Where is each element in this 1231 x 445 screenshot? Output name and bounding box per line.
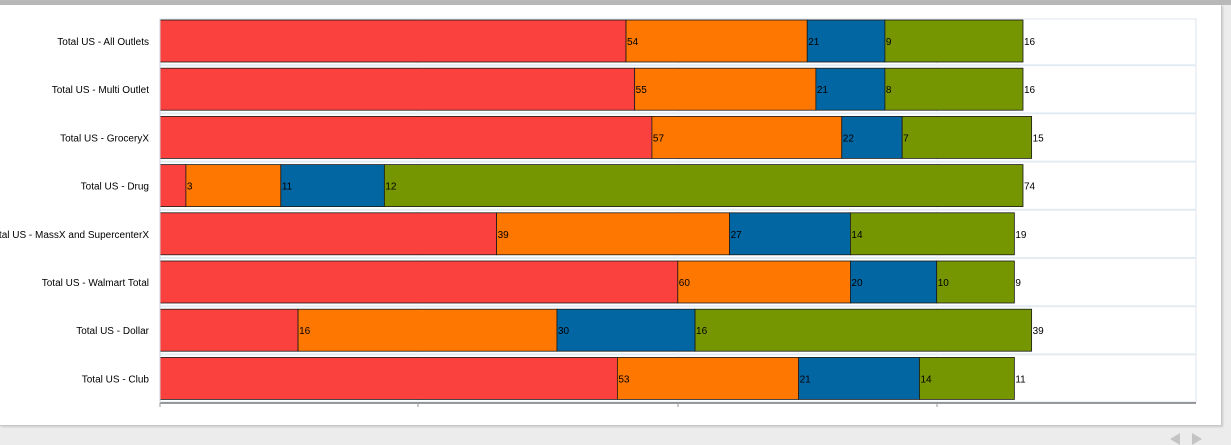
chart-panel: 54 21 9 16 55 21 8 16 57 22 7 15 3 11 12 74 39 27 14 19 60 20… — [0, 5, 1222, 426]
data-label: 15 — [1033, 133, 1045, 144]
stacked-bar-chart: 54 21 9 16 55 21 8 16 57 22 7 15 3 11 12 74 39 27 14 19 60 20… — [0, 18, 1197, 407]
bar-segment[interactable] — [625, 19, 808, 63]
bar-segment[interactable] — [297, 308, 558, 352]
category-labels: Total US - All Outlets Total US - Multi O… — [0, 37, 150, 385]
bar-segment[interactable] — [616, 356, 800, 400]
bar-segment[interactable] — [884, 67, 1024, 111]
data-labels: 54 21 9 16 55 21 8 16 57 22 7 15 3 11 12 74 39 27 14 19 60 20… — [187, 37, 1044, 385]
category-label: Total US - All Outlets — [57, 37, 149, 48]
bar-segment[interactable] — [694, 308, 1033, 352]
bar-segment[interactable] — [815, 67, 886, 111]
bar-segment[interactable] — [841, 116, 903, 159]
bar-segment[interactable] — [850, 260, 938, 304]
bars — [159, 19, 1033, 400]
data-label: 3 — [187, 182, 193, 193]
bar-segment[interactable] — [159, 19, 627, 63]
scroll-arrows[interactable] — [1170, 432, 1230, 445]
data-label: 21 — [800, 374, 812, 385]
data-label: 39 — [498, 230, 510, 241]
data-label: 7 — [903, 133, 909, 144]
data-label: 57 — [653, 133, 665, 144]
data-label: 14 — [851, 230, 863, 241]
window-top-bar — [0, 0, 1231, 5]
data-label: 10 — [938, 278, 950, 289]
bar-segment[interactable] — [159, 116, 653, 159]
data-label: 27 — [731, 230, 743, 241]
data-label: 74 — [1024, 182, 1036, 193]
data-label: 53 — [618, 374, 630, 385]
bar-segment[interactable] — [919, 356, 1015, 400]
x-axis — [159, 19, 1196, 407]
bar-segment[interactable] — [677, 260, 851, 304]
bar-segment[interactable] — [185, 164, 282, 208]
data-label: 8 — [886, 85, 892, 96]
scroll-left-icon[interactable] — [1170, 433, 1180, 445]
data-label: 19 — [1015, 230, 1027, 241]
data-label: 16 — [1024, 85, 1036, 96]
bar-segment[interactable] — [159, 212, 497, 256]
bar-segment[interactable] — [901, 116, 1033, 159]
data-label: 54 — [627, 37, 639, 48]
data-label: 16 — [299, 326, 311, 337]
category-label: Total US - Multi Outlet — [52, 85, 149, 96]
bar-segment[interactable] — [651, 116, 843, 159]
bar-segment[interactable] — [159, 67, 636, 111]
bar-segment[interactable] — [884, 19, 1024, 63]
category-label: Total US - Drug — [81, 182, 149, 193]
data-label: 14 — [920, 374, 932, 385]
scroll-right-icon[interactable] — [1192, 433, 1202, 445]
bar-segment[interactable] — [159, 260, 679, 304]
data-label: 9 — [1015, 278, 1021, 289]
data-label: 12 — [385, 182, 397, 193]
bar-segment[interactable] — [159, 164, 187, 208]
bar-segment[interactable] — [556, 308, 696, 352]
bar-segment[interactable] — [936, 260, 1015, 304]
data-label: 39 — [1033, 326, 1045, 337]
bar-segment[interactable] — [806, 19, 886, 63]
data-label: 21 — [808, 37, 820, 48]
bar-segment[interactable] — [383, 164, 1024, 208]
data-label: 11 — [282, 182, 293, 193]
bar-segment[interactable] — [729, 212, 851, 256]
data-label: 9 — [886, 37, 892, 48]
category-label: Total US - MassX and SupercenterX — [0, 230, 149, 241]
data-label: 30 — [558, 326, 570, 337]
bar-segment[interactable] — [280, 164, 385, 208]
data-label: 60 — [679, 278, 691, 289]
category-label: Total US - GroceryX — [60, 133, 149, 144]
data-label: 16 — [696, 326, 708, 337]
data-label: 55 — [636, 85, 648, 96]
category-label: Total US - Club — [82, 374, 150, 385]
data-label: 16 — [1024, 37, 1036, 48]
category-label: Total US - Dollar — [76, 326, 149, 337]
bar-segment[interactable] — [496, 212, 730, 256]
data-label: 20 — [851, 278, 863, 289]
data-label: 21 — [817, 85, 829, 96]
data-label: 22 — [843, 133, 855, 144]
bar-segment[interactable] — [159, 308, 299, 352]
category-label: Total US - Walmart Total — [42, 278, 149, 289]
bar-segment[interactable] — [634, 67, 817, 111]
data-label: 11 — [1015, 374, 1026, 385]
bar-segment[interactable] — [159, 356, 618, 400]
bar-segment[interactable] — [850, 212, 1015, 256]
bar-segment[interactable] — [798, 356, 920, 400]
